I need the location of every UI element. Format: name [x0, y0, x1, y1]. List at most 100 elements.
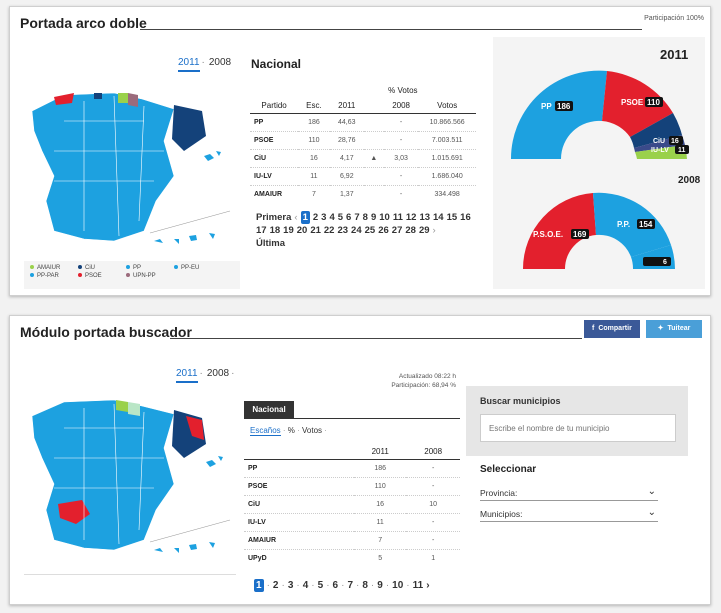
- label-psoe-2008: P.S.O.E. 169: [533, 229, 589, 239]
- pager-page-link[interactable]: 17: [256, 225, 267, 236]
- table-row[interactable]: CiU 16 10: [244, 495, 460, 514]
- municipality-select[interactable]: Municipios: ⌄: [480, 507, 658, 522]
- arc-2011-psoe: [602, 71, 673, 137]
- pager-page-link[interactable]: 1: [254, 579, 264, 592]
- pager-page-link[interactable]: 4: [302, 580, 309, 591]
- map-province-lines: [54, 403, 164, 545]
- pager-separator: ·: [326, 580, 330, 591]
- table-row[interactable]: PP 186 44,63 - 10.866.566: [250, 113, 476, 132]
- pager-page-link[interactable]: 8: [362, 212, 368, 223]
- spain-map[interactable]: [24, 81, 234, 261]
- twitter-icon: ✦: [657, 325, 664, 332]
- facebook-share-button[interactable]: f Compartir: [584, 320, 640, 338]
- col-header: 2008: [406, 444, 460, 460]
- pager-page-link[interactable]: 28: [405, 225, 416, 236]
- table-row[interactable]: AMAIUR 7-: [244, 531, 460, 550]
- pager-page-link[interactable]: 9: [377, 580, 383, 591]
- pager-page-link[interactable]: 5: [317, 580, 324, 591]
- year-2008-tab[interactable]: 2008: [208, 57, 232, 68]
- pager-page-link[interactable]: 6: [346, 212, 352, 223]
- table-row[interactable]: PP 186-: [244, 459, 460, 478]
- map-canarias: [154, 233, 215, 244]
- tab-porcentaje[interactable]: %: [287, 426, 295, 435]
- spain-map[interactable]: [24, 392, 236, 570]
- year-2011-tab[interactable]: 2011: [178, 57, 200, 72]
- pager-page-link[interactable]: 26: [378, 225, 389, 236]
- pager-page-link[interactable]: 9: [370, 212, 377, 223]
- pager-page-link[interactable]: 27: [391, 225, 403, 236]
- chart-2008-year: 2008: [678, 175, 701, 186]
- arc-charts: PP 186 PSOE 110 CiU 16 IU-LV 11 P.S.O.E. 169 …: [510, 70, 689, 269]
- legend-item: PP: [126, 265, 174, 271]
- municipality-search-box: Buscar municipios: [466, 386, 688, 456]
- pager-page-link[interactable]: 21: [310, 225, 321, 236]
- pager-page-link[interactable]: 24: [351, 225, 362, 236]
- pager-separator: ·: [356, 580, 360, 591]
- municipality-search-input[interactable]: [480, 414, 676, 442]
- pager-page-link[interactable]: 14: [433, 212, 444, 223]
- pager-page-link[interactable]: 19: [283, 225, 294, 236]
- update-info: Actualizado 08:22 h Participación: 68,94…: [391, 372, 456, 390]
- pager-page-link[interactable]: 15: [446, 212, 458, 223]
- chevron-down-icon: ⌄: [647, 486, 656, 497]
- pager-page-link[interactable]: 12: [405, 212, 417, 223]
- arc-2011-pp: [510, 70, 607, 159]
- legend-dot: [126, 265, 130, 270]
- pager-page-link[interactable]: 18: [269, 225, 281, 236]
- pager-page-link[interactable]: 23: [337, 225, 349, 236]
- arc-2008-pp: [593, 192, 671, 257]
- pager-prev-icon[interactable]: ‹: [294, 212, 298, 223]
- pager-next-icon[interactable]: ›: [426, 580, 430, 591]
- tab-underline: [244, 418, 460, 419]
- year-2008-tab[interactable]: 2008: [206, 368, 230, 379]
- votes-pct-header: % Votos: [388, 86, 418, 95]
- pager-next-icon[interactable]: ›: [432, 225, 436, 236]
- pager-page-link[interactable]: 10: [392, 580, 404, 591]
- pager-first-link[interactable]: Primera: [256, 212, 292, 223]
- table-row[interactable]: IU-LV 11 6,92 - 1.686.040: [250, 167, 476, 186]
- pager-page-link[interactable]: 11: [412, 580, 424, 591]
- province-select[interactable]: Provincia: ⌄: [480, 486, 658, 501]
- pager-separator: ·: [281, 580, 285, 591]
- pager-page-link[interactable]: 13: [419, 212, 431, 223]
- pager-page-link[interactable]: 25: [364, 225, 376, 236]
- table-row[interactable]: UPyD 5 1: [244, 549, 460, 567]
- pager-page-link[interactable]: 7: [354, 212, 360, 223]
- table-row[interactable]: CiU 16 4,17 ▲ 3,03 1.015.691: [250, 149, 476, 168]
- pager-page-link[interactable]: 2: [272, 580, 279, 591]
- pager-page-link[interactable]: 11: [392, 212, 403, 223]
- pager-page-link[interactable]: 16: [460, 212, 471, 223]
- svg-text:186: 186: [557, 102, 571, 111]
- pager-page-link[interactable]: 3: [321, 212, 327, 223]
- map-amaiur-region: [118, 93, 128, 103]
- pager-page-link[interactable]: 7: [347, 580, 353, 591]
- tab-votos[interactable]: Votos: [302, 426, 323, 435]
- table-row[interactable]: IU-LV 11-: [244, 513, 460, 532]
- pager-page-link[interactable]: 2: [312, 212, 319, 223]
- pager-page-link[interactable]: 1: [300, 211, 310, 224]
- legend-dot: [78, 265, 82, 270]
- year-2011-tab[interactable]: 2011: [176, 368, 198, 383]
- table-row[interactable]: PSOE 110 28,76 - 7.003.511: [250, 131, 476, 150]
- arc-2008-psoe: [522, 193, 596, 269]
- pager-page-link[interactable]: 20: [296, 225, 308, 236]
- twitter-tweet-button[interactable]: ✦ Tuitear: [646, 320, 702, 338]
- pager-page-link[interactable]: 29: [418, 225, 430, 236]
- pager-page-link[interactable]: 8: [362, 580, 368, 591]
- map-ciu-catalonia: [172, 105, 206, 151]
- tab-escanos[interactable]: Escaños: [250, 426, 281, 436]
- svg-text:169: 169: [573, 230, 587, 239]
- pager-page-link[interactable]: 22: [323, 225, 335, 236]
- pager-separator: ·: [370, 580, 375, 591]
- pager-page-link[interactable]: 10: [379, 212, 390, 223]
- pager-page-link[interactable]: 4: [329, 212, 335, 223]
- col-header: Esc.: [298, 98, 330, 114]
- pager-page-link[interactable]: 6: [332, 580, 339, 591]
- votes-table: % Votos Partido Esc. 2011 2008 Votos PP …: [250, 83, 476, 203]
- table-row[interactable]: AMAIUR 7 1,37 - 334.498: [250, 185, 476, 203]
- pager-page-link[interactable]: 5: [337, 212, 344, 223]
- pager-last-link[interactable]: Última: [256, 238, 286, 249]
- pager-page-link[interactable]: 3: [287, 580, 294, 591]
- table-row[interactable]: PSOE 110-: [244, 477, 460, 496]
- tab-nacional[interactable]: Nacional: [244, 401, 294, 419]
